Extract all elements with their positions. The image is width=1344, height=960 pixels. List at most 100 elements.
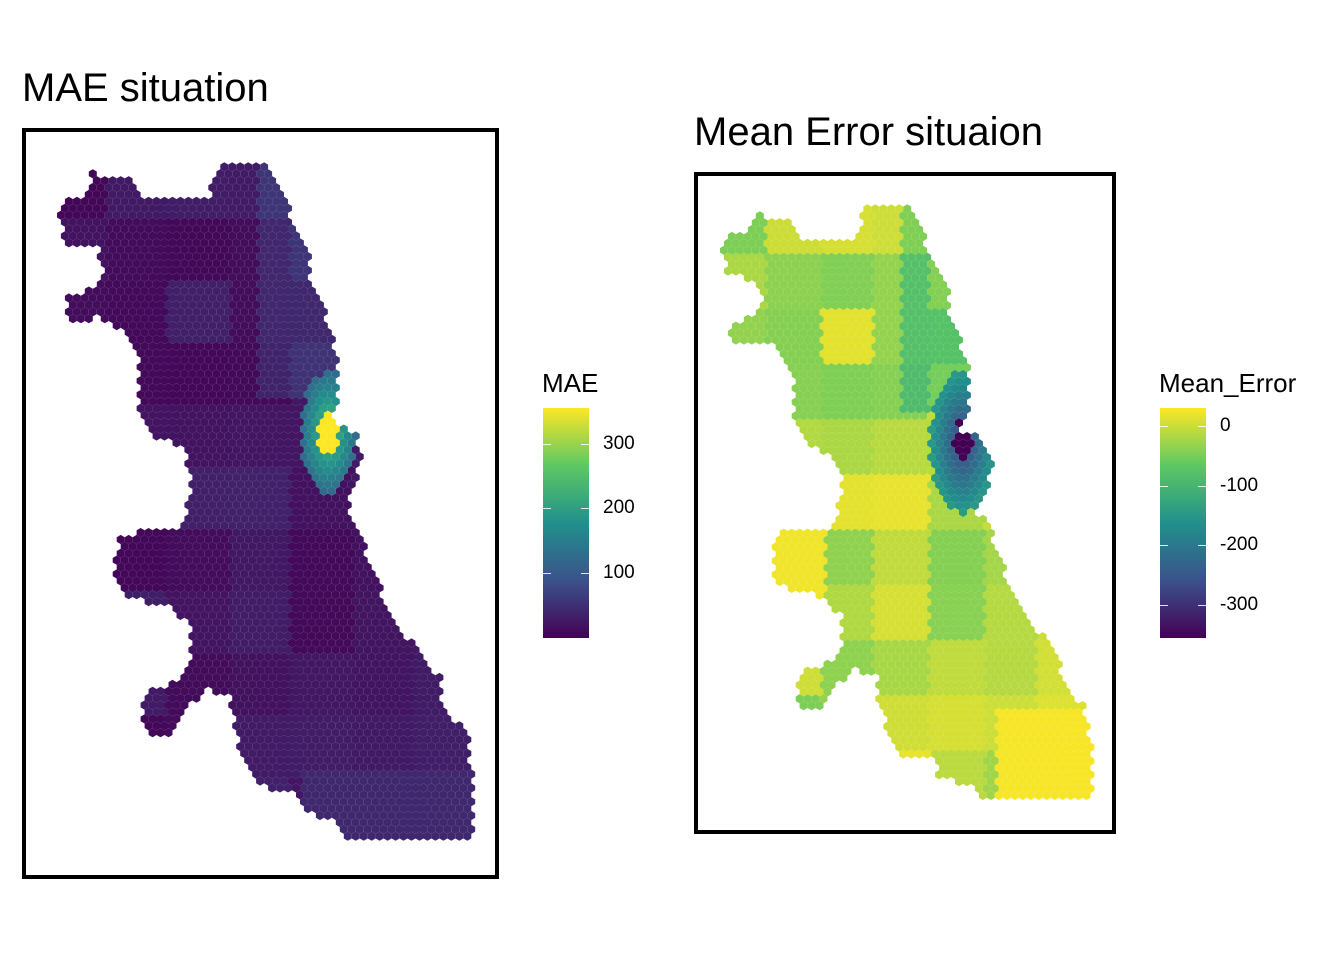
hex-cell [923, 445, 932, 455]
hex-cell [280, 445, 288, 455]
hex-cell [300, 341, 308, 351]
hex-cell [184, 666, 193, 676]
hex-cell [176, 610, 185, 620]
hex-cell [232, 597, 241, 607]
hex-cell [447, 776, 456, 786]
hex-cell [951, 535, 959, 545]
hex-cell [879, 204, 888, 214]
hex-cell [947, 363, 955, 373]
hex-cell [180, 686, 189, 696]
hex-cell [212, 258, 221, 269]
hex-cell [351, 597, 360, 607]
hex-cell [819, 349, 828, 359]
hex-cell [192, 196, 201, 206]
hex-cell [439, 762, 448, 772]
hex-cell [763, 266, 772, 276]
hex-cell [188, 258, 197, 269]
hex-cell [875, 404, 884, 414]
hex-cell [288, 500, 296, 510]
legend-tick-mark [1198, 426, 1206, 427]
hex-cell [443, 810, 452, 821]
hex-cell [851, 639, 860, 649]
hex-cell [284, 617, 292, 627]
hex-cell [963, 749, 971, 759]
hex-cell [319, 652, 328, 662]
hex-cell [395, 714, 404, 724]
hex-cell [260, 755, 269, 765]
hex-cell [292, 369, 300, 379]
hex-cell [395, 645, 404, 655]
hex-cell [775, 535, 784, 545]
hex-cell [835, 597, 844, 607]
hex-cell [367, 652, 376, 662]
hex-cell [787, 542, 796, 552]
hex-cell [755, 238, 764, 248]
hex-cell [855, 452, 864, 462]
hex-cell [264, 721, 273, 731]
hex-cell [160, 252, 169, 262]
hex-cell [260, 617, 269, 627]
hex-cell [959, 466, 967, 476]
hex-cell [759, 273, 768, 283]
hex-cell [951, 687, 959, 697]
hex-cell [212, 562, 221, 572]
hex-cell [264, 252, 273, 262]
hex-cell [204, 465, 213, 476]
hex-cell [315, 783, 324, 793]
hex-cell [947, 432, 955, 442]
hex-cell [986, 749, 995, 759]
hex-cell [347, 824, 356, 834]
hex-cell [939, 735, 947, 745]
hex-cell [919, 411, 928, 421]
hex-cell [307, 314, 316, 324]
hex-cell [300, 534, 308, 545]
hex-cell [180, 396, 189, 407]
hex-cell [759, 259, 768, 269]
hex-cell [124, 327, 133, 338]
hex-cell [891, 294, 900, 304]
hex-cell [315, 424, 324, 434]
hex-cell [927, 535, 936, 545]
hex-cell [232, 569, 241, 579]
hex-cell [288, 748, 296, 758]
hex-cell [923, 432, 932, 442]
hex-cell [172, 300, 181, 310]
hex-cell [228, 672, 237, 683]
hex-cell [136, 348, 145, 358]
hex-cell [899, 225, 908, 235]
hex-cell [339, 645, 348, 655]
hex-cell [967, 618, 975, 628]
hex-cell [100, 245, 109, 255]
hex-cell [319, 403, 328, 413]
hex-cell [871, 494, 880, 504]
hex-cell [779, 294, 788, 304]
hex-cell [224, 417, 233, 427]
hex-cell [136, 555, 145, 565]
hex-cell [204, 231, 213, 241]
hex-cell [172, 410, 181, 420]
hex-cell [1042, 790, 1051, 800]
hex-cell [148, 686, 157, 696]
hex-cell [212, 203, 221, 213]
hex-cell [315, 410, 324, 420]
hex-cell [307, 534, 316, 545]
hex-cell [343, 679, 352, 689]
hex-cell [268, 700, 277, 710]
hex-cell [272, 307, 280, 317]
hex-cell [891, 501, 900, 511]
hex-cell [915, 666, 924, 676]
hex-cell [252, 189, 261, 200]
hex-cell [208, 597, 217, 607]
hex-cell [260, 465, 269, 476]
hex-cell [268, 603, 277, 614]
hex-cell [144, 721, 153, 731]
hex-cell [323, 479, 332, 489]
hex-cell [100, 314, 109, 324]
hex-cell [351, 431, 360, 441]
hex-cell [212, 369, 221, 379]
hex-cell [148, 369, 157, 379]
hex-cell [403, 797, 412, 807]
hex-cell [986, 542, 995, 552]
hex-cell [887, 687, 896, 697]
hex-cell [339, 562, 348, 572]
